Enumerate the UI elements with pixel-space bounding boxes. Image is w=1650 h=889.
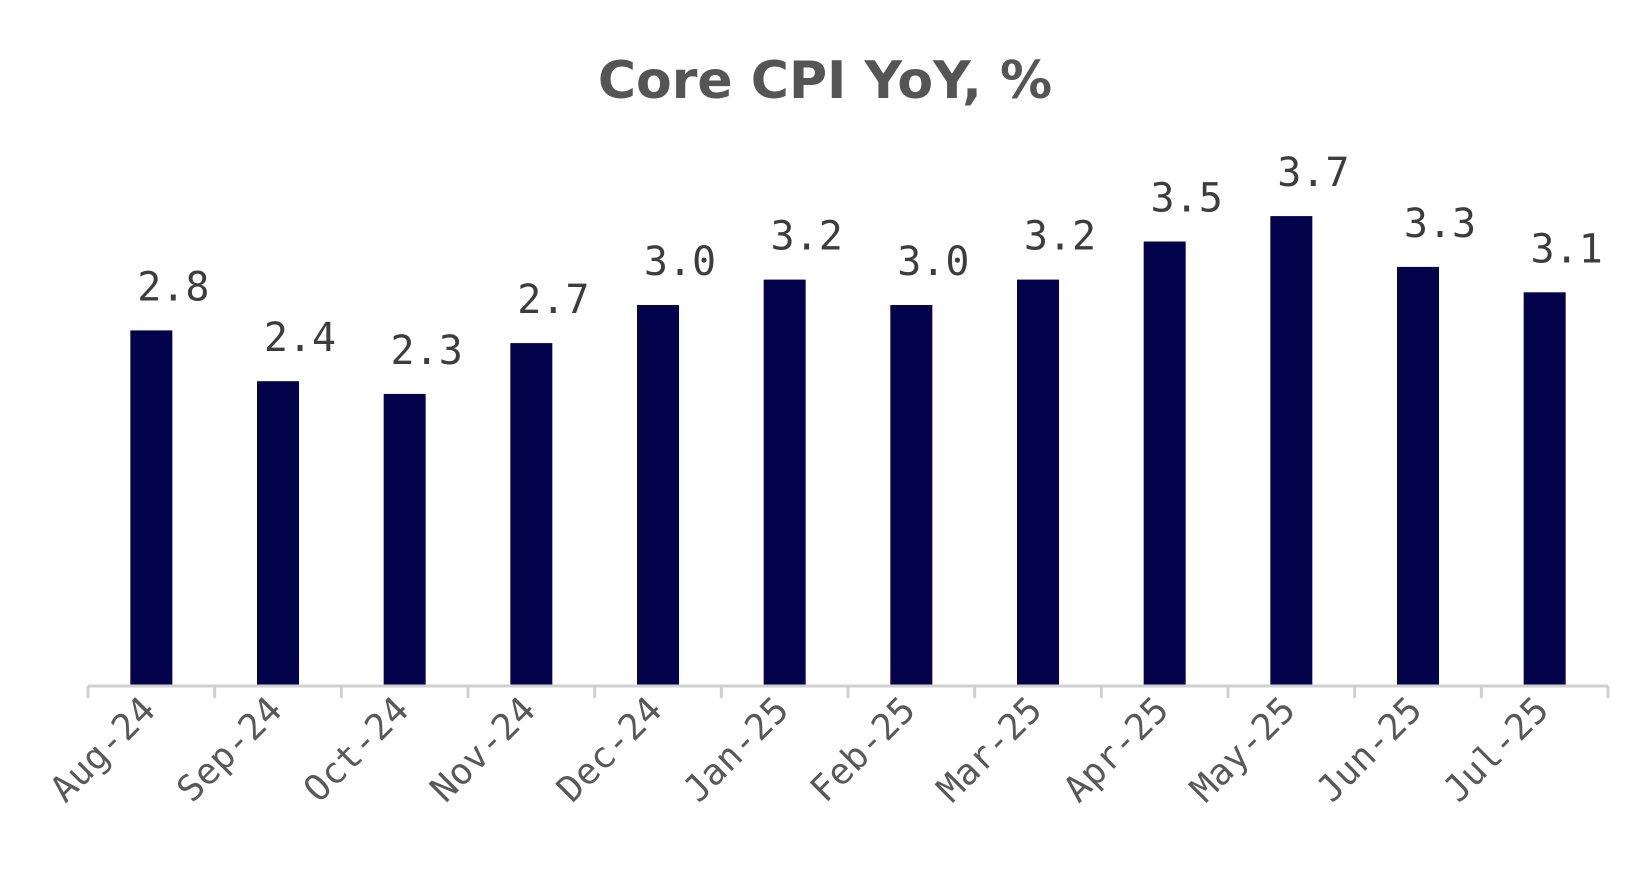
data-label-jun-25: 3.3	[1404, 201, 1476, 247]
bar-jan-25	[763, 279, 806, 686]
bar-aug-24	[130, 330, 173, 686]
x-tick-labels-group: Aug-24 Sep-24 Oct-24 Nov-24 Dec-24 Jan-25 Feb-…	[43, 689, 1557, 810]
data-label-apr-25: 3.5	[1151, 176, 1223, 222]
x-tick-label-nov-24: Nov-24	[423, 689, 544, 810]
bar-nov-24	[510, 343, 553, 686]
x-tick-label-oct-24: Oct-24	[296, 689, 417, 810]
x-tick-label-mar-25: Mar-25	[929, 689, 1050, 810]
data-label-may-25: 3.7	[1277, 150, 1349, 196]
data-label-dec-24: 3.0	[644, 239, 716, 285]
data-label-jul-25: 3.1	[1531, 226, 1603, 272]
data-label-jan-25: 3.2	[771, 214, 843, 260]
bar-dec-24	[637, 305, 679, 686]
chart-title: Core CPI YoY, %	[598, 51, 1052, 111]
data-label-oct-24: 2.3	[391, 328, 463, 374]
bar-feb-25	[890, 305, 933, 686]
x-tick-label-sep-24: Sep-24	[169, 689, 290, 810]
x-tick-label-jul-25: Jul-25	[1436, 689, 1557, 810]
x-axis	[86, 684, 1610, 698]
data-label-mar-25: 3.2	[1024, 214, 1096, 260]
bar-may-25	[1270, 216, 1313, 686]
x-tick-label-feb-25: Feb-25	[803, 689, 924, 810]
bar-mar-25	[1017, 279, 1059, 686]
bar-sep-24	[257, 381, 299, 686]
x-tick-label-dec-24: Dec-24	[549, 689, 670, 810]
data-label-nov-24: 2.7	[517, 277, 589, 323]
data-label-sep-24: 2.4	[264, 315, 336, 361]
x-tick-label-may-25: May-25	[1183, 689, 1304, 810]
bar-oct-24	[383, 393, 426, 686]
data-label-feb-25: 3.0	[897, 239, 969, 285]
x-tick-label-jun-25: Jun-25	[1309, 689, 1430, 810]
x-tick-label-jan-25: Jan-25	[676, 689, 797, 810]
x-tick-label-aug-24: Aug-24	[43, 689, 164, 810]
x-tick-label-apr-25: Apr-25	[1056, 689, 1177, 810]
bar-apr-25	[1143, 241, 1186, 686]
bar-jul-25	[1523, 292, 1566, 686]
data-labels-group: 2.8 2.4 2.3 2.7 3.0 3.2 3.0 3.2 3.5 3.7 3.3 3.1	[137, 150, 1603, 374]
bars-group	[130, 216, 1566, 686]
bar-jun-25	[1397, 266, 1439, 686]
data-label-aug-24: 2.8	[137, 264, 209, 310]
